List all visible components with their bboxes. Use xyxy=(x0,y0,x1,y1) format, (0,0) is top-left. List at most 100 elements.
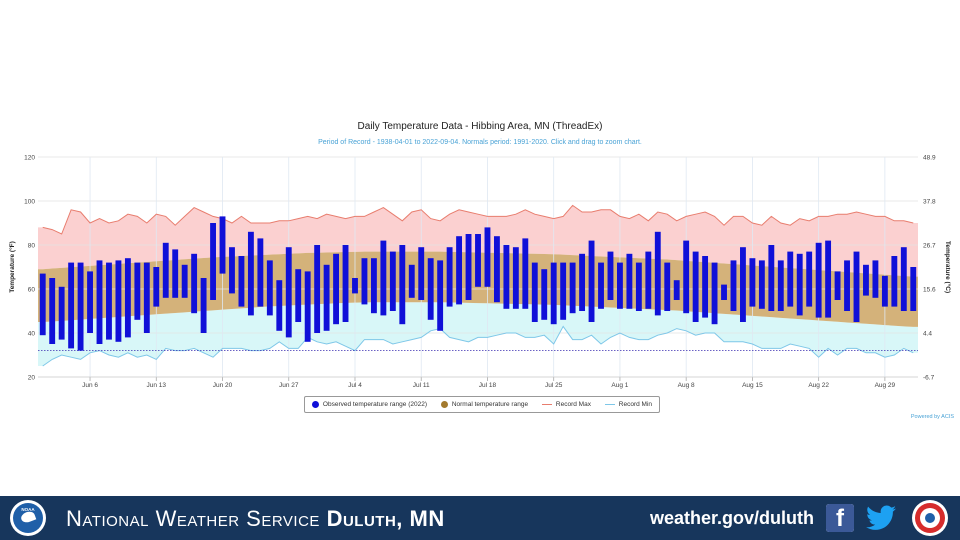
observed-range-bar[interactable] xyxy=(844,260,850,311)
observed-range-bar[interactable] xyxy=(550,262,557,325)
observed-range-bar[interactable] xyxy=(181,264,188,298)
observed-range-bar[interactable] xyxy=(673,280,680,300)
observed-range-bar[interactable] xyxy=(635,262,642,311)
observed-range-bar[interactable] xyxy=(834,271,841,300)
legend-item-record-max[interactable]: Record Max xyxy=(541,401,591,408)
observed-range-bar[interactable] xyxy=(825,240,832,318)
observed-range-bar[interactable] xyxy=(711,262,718,325)
observed-range-bar[interactable] xyxy=(512,247,519,309)
observed-range-bar[interactable] xyxy=(437,260,444,331)
observed-range-bar[interactable] xyxy=(579,253,586,311)
observed-range-bar[interactable] xyxy=(721,284,727,300)
observed-range-bar[interactable] xyxy=(68,262,75,349)
legend-item-record-min[interactable]: Record Min xyxy=(604,401,652,408)
observed-range-bar[interactable] xyxy=(276,280,283,331)
observed-range-bar[interactable] xyxy=(304,271,311,342)
twitter-icon[interactable] xyxy=(866,504,896,532)
observed-range-bar[interactable] xyxy=(115,260,122,342)
observed-range-bar[interactable] xyxy=(787,251,794,307)
observed-range-bar[interactable] xyxy=(106,262,112,340)
observed-range-bar[interactable] xyxy=(503,245,510,309)
facebook-icon[interactable]: f xyxy=(826,504,854,532)
observed-range-bar[interactable] xyxy=(531,262,538,322)
observed-range-bar[interactable] xyxy=(333,253,339,325)
observed-range-bar[interactable] xyxy=(607,251,614,300)
observed-range-bar[interactable] xyxy=(314,245,321,333)
observed-range-bar[interactable] xyxy=(219,216,226,274)
observed-range-bar[interactable] xyxy=(229,247,235,294)
observed-range-bar[interactable] xyxy=(408,264,415,298)
observed-range-bar[interactable] xyxy=(863,264,869,296)
observed-range-bar[interactable] xyxy=(598,262,604,309)
nws-website-link[interactable]: weather.gov/duluth xyxy=(650,508,815,528)
observed-range-bar[interactable] xyxy=(295,269,302,322)
observed-range-bar[interactable] xyxy=(361,258,368,305)
observed-range-bar[interactable] xyxy=(654,231,661,316)
observed-range-bar[interactable] xyxy=(58,286,65,340)
observed-range-bar[interactable] xyxy=(692,251,699,322)
observed-range-bar[interactable] xyxy=(910,267,917,311)
observed-range-bar[interactable] xyxy=(352,278,358,294)
observed-range-bar[interactable] xyxy=(96,260,103,344)
observed-range-bar[interactable] xyxy=(389,251,396,311)
observed-range-bar[interactable] xyxy=(238,256,245,307)
observed-range-bar[interactable] xyxy=(768,245,775,311)
observed-range-bar[interactable] xyxy=(323,264,330,331)
observed-range-bar[interactable] xyxy=(124,258,131,338)
observed-range-bar[interactable] xyxy=(77,262,84,351)
observed-range-bar[interactable] xyxy=(39,273,46,336)
observed-range-bar[interactable] xyxy=(522,238,529,309)
observed-range-bar[interactable] xyxy=(191,253,198,314)
observed-range-bar[interactable] xyxy=(626,253,633,309)
observed-range-bar[interactable] xyxy=(143,262,150,333)
observed-range-bar[interactable] xyxy=(399,245,406,325)
observed-range-bar[interactable] xyxy=(900,247,907,311)
observed-range-bar[interactable] xyxy=(588,240,595,322)
observed-range-bar[interactable] xyxy=(456,236,463,305)
observed-range-bar[interactable] xyxy=(560,262,567,320)
acis-credit-link[interactable]: Powered by ACIS xyxy=(910,414,954,420)
observed-range-bar[interactable] xyxy=(257,238,264,307)
legend-item-observed[interactable]: Observed temperature range (2022) xyxy=(311,401,427,408)
observed-range-bar[interactable] xyxy=(484,227,491,287)
observed-range-bar[interactable] xyxy=(153,267,160,307)
observed-range-bar[interactable] xyxy=(891,256,898,307)
observed-range-bar[interactable] xyxy=(702,256,709,318)
observed-range-bar[interactable] xyxy=(465,234,472,300)
observed-range-bar[interactable] xyxy=(162,242,169,298)
observed-range-bar[interactable] xyxy=(617,262,623,309)
observed-range-bar[interactable] xyxy=(730,260,737,311)
observed-range-bar[interactable] xyxy=(427,258,434,320)
observed-range-bar[interactable] xyxy=(815,242,822,318)
observed-range-bar[interactable] xyxy=(806,251,813,307)
observed-range-bar[interactable] xyxy=(210,223,216,300)
chart-area[interactable]: Daily Temperature Data - Hibbing Area, M… xyxy=(0,0,960,496)
observed-range-bar[interactable] xyxy=(569,262,576,314)
observed-range-bar[interactable] xyxy=(266,260,273,316)
observed-range-bar[interactable] xyxy=(740,247,746,322)
observed-range-bar[interactable] xyxy=(380,240,387,316)
observed-range-bar[interactable] xyxy=(87,271,93,333)
observed-range-bar[interactable] xyxy=(645,251,652,309)
observed-range-bar[interactable] xyxy=(134,262,141,320)
observed-range-bar[interactable] xyxy=(446,247,453,307)
observed-range-bar[interactable] xyxy=(49,278,56,344)
temperature-chart[interactable]: 20 -6.7 40 4.4 60 15.6 80 26.7 100 37.8 120 48.9 Jun… xyxy=(0,0,960,420)
observed-range-bar[interactable] xyxy=(247,231,254,316)
observed-range-bar[interactable] xyxy=(172,249,179,298)
observed-range-bar[interactable] xyxy=(418,247,425,300)
observed-range-bar[interactable] xyxy=(541,269,548,320)
legend-item-normal[interactable]: Normal temperature range xyxy=(440,401,528,408)
observed-range-bar[interactable] xyxy=(200,278,207,333)
observed-range-bar[interactable] xyxy=(493,236,500,303)
observed-range-bar[interactable] xyxy=(664,262,671,311)
observed-range-bar[interactable] xyxy=(683,240,690,314)
observed-range-bar[interactable] xyxy=(881,275,888,307)
observed-range-bar[interactable] xyxy=(749,258,756,307)
observed-range-bar[interactable] xyxy=(758,260,765,309)
observed-range-bar[interactable] xyxy=(872,260,879,298)
observed-range-bar[interactable] xyxy=(777,260,784,311)
observed-range-bar[interactable] xyxy=(370,258,377,314)
observed-range-bar[interactable] xyxy=(475,234,481,287)
observed-range-bar[interactable] xyxy=(285,247,292,338)
